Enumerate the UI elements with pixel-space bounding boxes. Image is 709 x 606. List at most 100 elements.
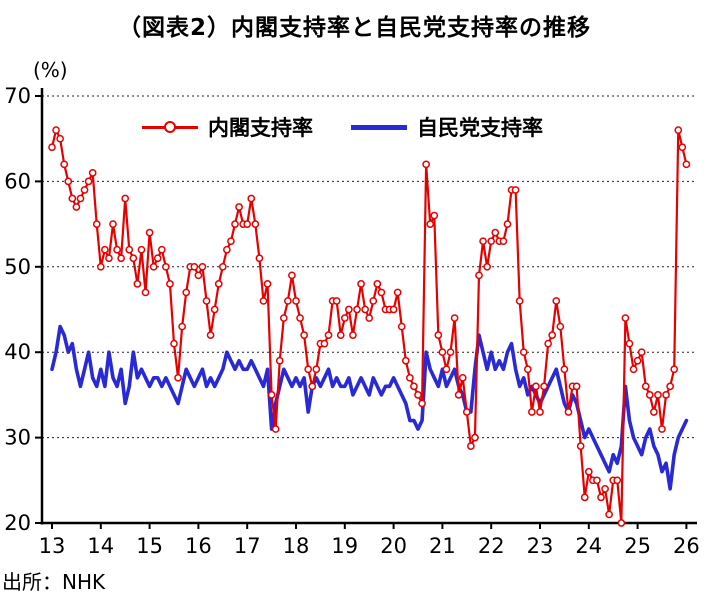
chart-title: （図表2）内閣支持率と自民党支持率の推移	[117, 15, 591, 41]
cabinet-series-marker	[515, 297, 524, 305]
cabinet-series-marker	[84, 177, 93, 186]
cabinet-series-marker	[263, 280, 272, 288]
cabinet-series-marker	[80, 186, 89, 194]
cabinet-series-marker	[170, 339, 178, 348]
cabinet-series-marker	[446, 348, 455, 357]
cabinet-series-marker	[113, 245, 121, 254]
cabinet-series-marker	[121, 194, 130, 203]
cabinet-series-marker	[198, 262, 207, 271]
cabinet-series-marker	[275, 356, 284, 365]
cabinet-series-marker	[670, 365, 679, 374]
ldp-series-line	[50, 324, 689, 491]
cabinet-series-marker	[300, 331, 308, 339]
cabinet-series-marker	[401, 356, 410, 365]
cabinet-series-marker	[556, 322, 565, 331]
cabinet-series-marker	[296, 314, 304, 322]
cabinet-series-marker	[523, 365, 532, 374]
cabinet-line-swatch	[142, 121, 198, 133]
legend-item-cabinet: 内閣支持率	[142, 112, 313, 142]
cabinet-series-marker	[580, 493, 589, 502]
cabinet-series-marker	[434, 331, 443, 339]
cabinet-series-marker	[605, 510, 613, 519]
cabinet-series-marker	[361, 305, 369, 314]
cabinet-series-marker	[458, 373, 467, 382]
x-tick-label: 15	[136, 534, 163, 558]
cabinet-series-marker	[109, 220, 117, 228]
cabinet-series-marker	[251, 220, 260, 228]
cabinet-series-marker	[389, 305, 398, 314]
cabinet-series-marker	[255, 254, 264, 263]
cabinet-series-marker	[92, 220, 101, 228]
cabinet-series-marker	[48, 143, 56, 152]
cabinet-series-marker	[194, 271, 203, 280]
legend-item-ldp: 自民党支持率	[351, 112, 543, 142]
cabinet-series-marker	[52, 126, 60, 135]
cabinet-series-marker	[377, 288, 386, 297]
cabinet-series-marker	[153, 254, 162, 263]
cabinet-series-marker	[312, 365, 321, 374]
cabinet-series-marker	[137, 245, 146, 254]
cabinet-series-marker	[645, 391, 654, 399]
x-tick-label: 13	[39, 534, 66, 558]
cabinet-series-marker	[145, 228, 154, 237]
cabinet-series-marker	[320, 339, 329, 348]
cabinet-series-marker	[129, 254, 138, 263]
cabinet-series-marker	[340, 314, 349, 322]
cabinet-series-marker	[483, 262, 491, 271]
cabinet-series-marker	[584, 467, 593, 476]
cabinet-series-marker	[572, 382, 581, 391]
cabinet-series-marker	[345, 305, 353, 314]
cabinet-series-marker	[597, 493, 605, 502]
cabinet-series-marker	[332, 297, 341, 305]
cabinet-series-marker	[96, 262, 105, 271]
cabinet-series-marker	[288, 271, 296, 280]
cabinet-series-marker	[174, 373, 182, 382]
x-tick-label: 20	[380, 534, 407, 558]
cabinet-series-marker	[206, 331, 215, 339]
cabinet-series-marker	[259, 297, 268, 305]
cabinet-series-marker	[292, 297, 300, 305]
cabinet-series-marker	[397, 322, 406, 331]
cabinet-series-marker	[231, 220, 239, 228]
cabinet-series-marker	[540, 382, 548, 391]
cabinet-series-marker	[426, 220, 435, 228]
x-tick-label: 19	[331, 534, 358, 558]
cabinet-series-marker	[601, 484, 609, 493]
cabinet-series-marker	[532, 382, 540, 391]
x-tick-label: 23	[527, 534, 554, 558]
cabinet-series-marker	[511, 186, 520, 194]
cabinet-series-marker	[442, 365, 451, 374]
y-tick-label: 30	[4, 426, 31, 450]
y-tick-label: 40	[4, 340, 31, 364]
cabinet-series-marker	[499, 237, 508, 246]
cabinet-series-marker	[243, 220, 252, 228]
cabinet-series-marker	[125, 245, 134, 254]
cabinet-series-marker	[528, 408, 536, 416]
cabinet-series-marker	[178, 322, 186, 331]
x-tick-label: 17	[234, 534, 261, 558]
cabinet-series-marker	[613, 476, 622, 485]
cabinet-series-marker	[650, 408, 658, 416]
cabinet-series-marker	[430, 211, 439, 220]
cabinet-series-marker	[666, 382, 674, 391]
cabinet-series-marker	[678, 143, 687, 152]
cabinet-series-marker	[267, 391, 276, 399]
cabinet-series-marker	[625, 339, 634, 348]
cabinet-series-marker	[633, 356, 642, 365]
cabinet-series-marker	[410, 382, 418, 391]
cabinet-series-marker	[414, 391, 422, 399]
cabinet-series-marker	[369, 297, 378, 305]
cabinet-series-marker	[141, 288, 150, 297]
x-tick-label: 25	[624, 534, 651, 558]
cabinet-series-marker	[654, 391, 662, 399]
source-text: 出所：NHK	[2, 570, 106, 594]
cabinet-series-marker	[247, 194, 256, 203]
ldp-line-swatch	[351, 124, 407, 130]
cabinet-series-marker	[162, 262, 170, 271]
cabinet-series-marker	[438, 348, 447, 357]
cabinet-series-marker	[641, 382, 650, 391]
cabinet-series-marker	[227, 237, 235, 246]
legend-label-cabinet: 内閣支持率	[208, 116, 313, 140]
y-tick-label: 70	[4, 84, 31, 108]
cabinet-series-marker	[450, 314, 459, 322]
